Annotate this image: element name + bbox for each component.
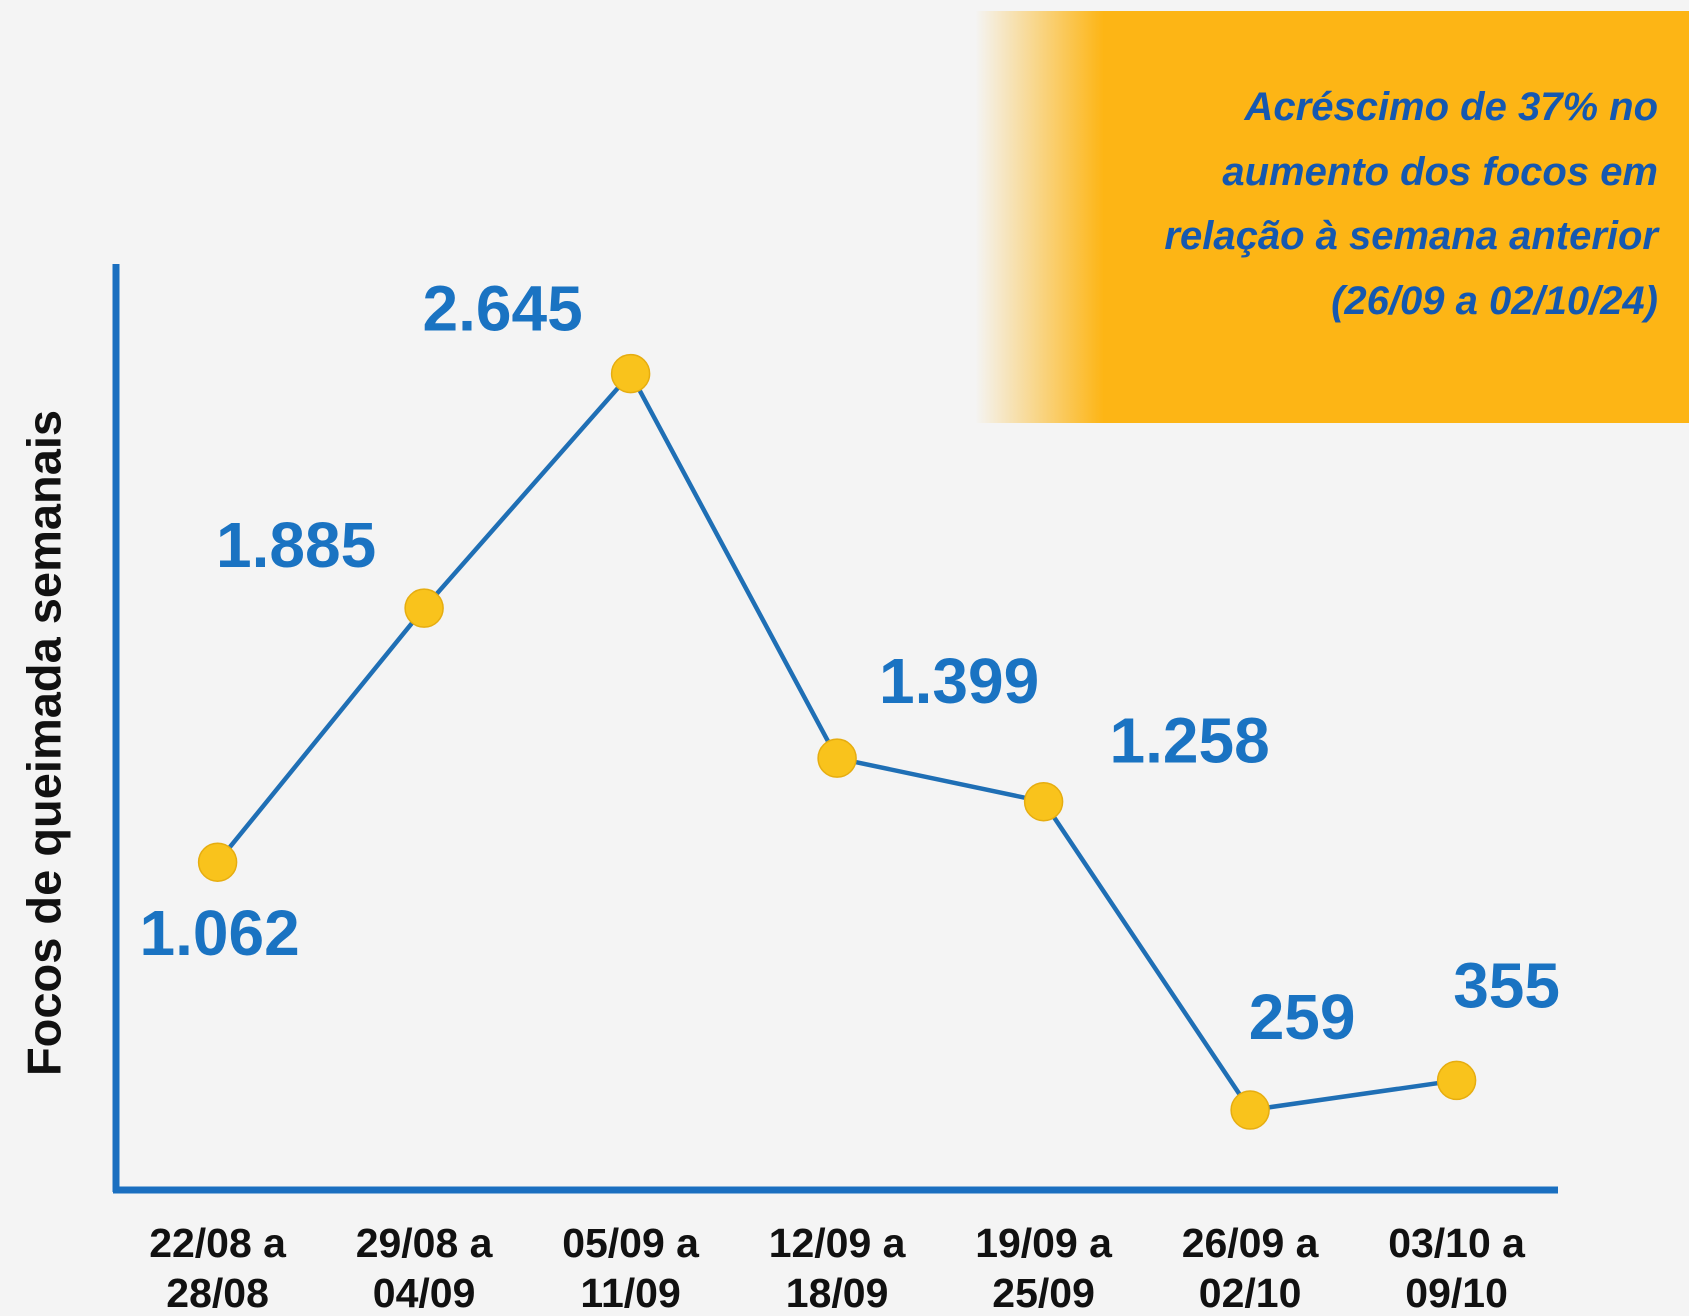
x-tick-label: 03/10 a 09/10 — [1388, 1220, 1525, 1316]
value-label: 1.062 — [140, 897, 300, 969]
marker — [1023, 781, 1064, 822]
marker — [197, 842, 238, 882]
marker — [1436, 1060, 1477, 1101]
x-tick-label: 26/09 a 02/10 — [1181, 1220, 1319, 1316]
marker — [817, 738, 857, 778]
marker — [1230, 1090, 1270, 1130]
annotation: Acréscimo de 37% no aumento dos focos em… — [1164, 85, 1658, 323]
x-tick-label: 12/09 a 18/09 — [768, 1220, 906, 1316]
value-label: 355 — [1453, 949, 1560, 1021]
x-tick-label: 05/09 a 11/09 — [562, 1220, 699, 1316]
annotation-box: Acréscimo de 37% no aumento dos focos em… — [975, 11, 1689, 423]
x-tick-label: 19/09 a 25/09 — [975, 1220, 1112, 1316]
y-axis-label: Focos de queimada semanais — [17, 410, 70, 1076]
value-label: 2.645 — [423, 272, 583, 344]
value-label: 1.258 — [1110, 705, 1270, 777]
value-label: 259 — [1249, 981, 1356, 1053]
marker — [610, 353, 651, 394]
x-tick-label: 22/08 a 28/08 — [149, 1220, 286, 1316]
value-label: 1.885 — [216, 509, 376, 581]
marker — [404, 588, 444, 628]
x-tick-label: 29/08 a 04/09 — [355, 1220, 493, 1316]
value-label: 1.399 — [879, 645, 1039, 717]
